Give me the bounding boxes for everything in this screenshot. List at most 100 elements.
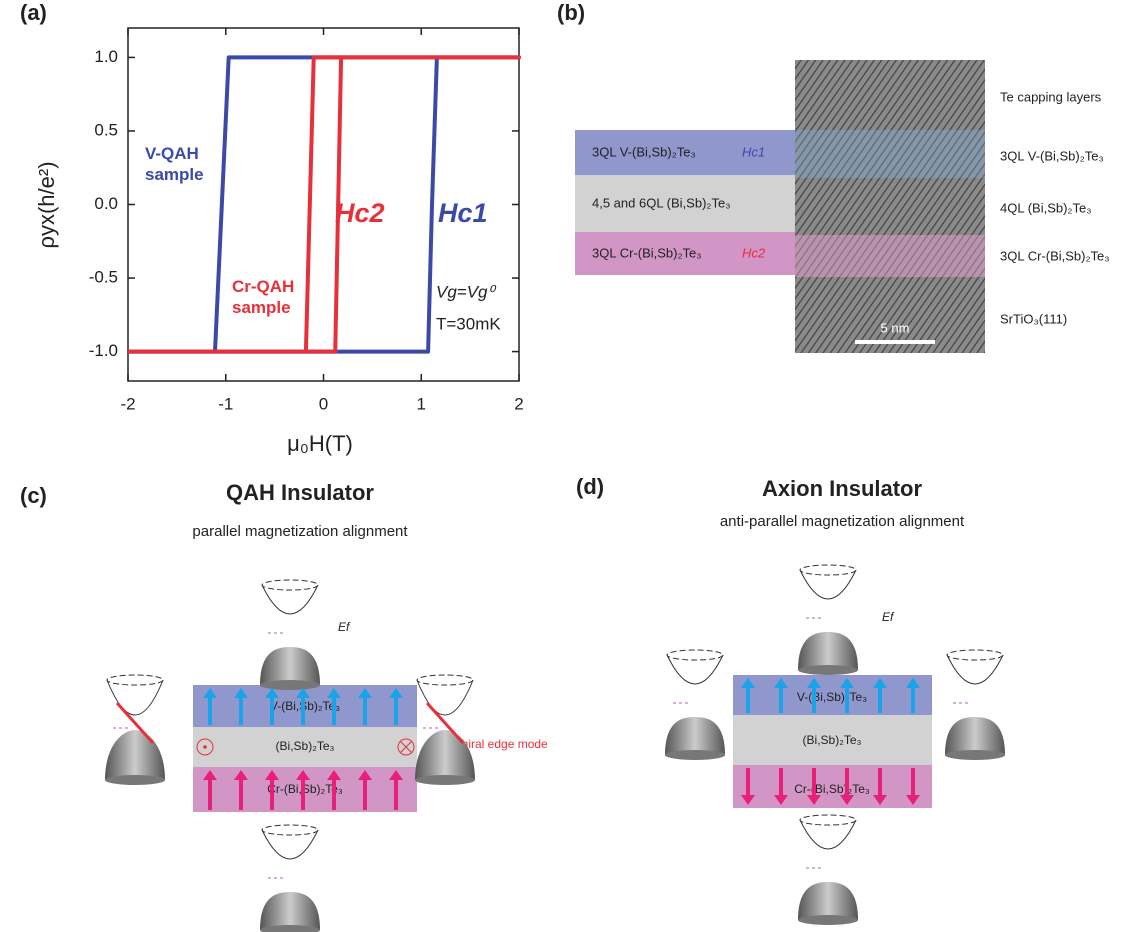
fermi-label: Ef: [882, 610, 895, 624]
annotation: Hc2: [335, 198, 385, 228]
magnetization-arrow: [327, 688, 341, 698]
series-label: V-QAH sample: [145, 144, 204, 184]
magnetization-arrow: [840, 678, 854, 688]
magnetization-arrow: [741, 795, 755, 805]
annotation: Vg=Vg⁰: [436, 282, 497, 301]
y-tick-label: -1.0: [89, 341, 118, 360]
band-cone-bottom: [415, 775, 475, 785]
magnetization-arrow: [807, 678, 821, 688]
magnetization-arrow: [774, 795, 788, 805]
layer-label: (Bi,Sb)₂Te₃: [803, 733, 862, 747]
band-cone-top: [261, 584, 319, 615]
magnetization-arrow: [873, 678, 887, 688]
y-tick-label: 0.5: [94, 120, 118, 139]
band-cone-top: [106, 679, 164, 716]
layer-label: 4QL (Bi,Sb)₂Te₃: [1000, 200, 1092, 215]
layer: [193, 727, 417, 767]
band-cone-bottom: [798, 882, 858, 920]
y-tick-label: -0.5: [89, 268, 118, 287]
into-plane-symbol: [397, 738, 415, 756]
x-tick-label: -1: [218, 394, 233, 413]
edge-mode-label: Chiral edge mode: [453, 737, 548, 751]
field-label: Hc1: [742, 144, 765, 159]
magnetization-arrow: [296, 770, 310, 780]
out-of-plane-symbol: [196, 738, 214, 756]
layer: [733, 675, 932, 715]
magnetization-arrow: [203, 688, 217, 698]
tem-layer-tint: [795, 130, 985, 178]
layer-label: (Bi,Sb)₂Te₃: [276, 739, 335, 753]
band-cone-bottom: [260, 892, 320, 930]
magnetization-arrow: [906, 678, 920, 688]
band-cone-bottom: [798, 915, 858, 925]
y-axis-label: ρyx(h/e²): [34, 161, 59, 248]
panel-title: QAH Insulator: [226, 480, 374, 505]
layer-label: Cr-(Bi,Sb)₂Te₃: [267, 782, 343, 796]
y-tick-label: 1.0: [94, 47, 118, 66]
panel-subtitle: parallel magnetization alignment: [192, 523, 408, 540]
band-cone-top: [666, 654, 724, 685]
band-cone-top: [416, 674, 474, 686]
magnetization-arrow: [807, 795, 821, 805]
layer-label: Te capping layers: [1000, 89, 1102, 104]
band-cone-top: [261, 829, 319, 860]
band-cone-bottom: [105, 730, 165, 780]
band-cone-bottom: [665, 750, 725, 760]
layer-label: 3QL Cr-(Bi,Sb)₂Te₃: [592, 245, 702, 260]
magnetization-arrow: [389, 688, 403, 698]
magnetization-arrow: [234, 688, 248, 698]
magnetization-arrow: [389, 770, 403, 780]
band-cone-top: [799, 564, 857, 576]
band-cone-top: [799, 819, 857, 850]
band-cone-top: [799, 814, 857, 826]
layer-box: [575, 232, 795, 275]
band-cone-bottom: [665, 717, 725, 755]
edge-state: [115, 701, 155, 745]
layer: [733, 765, 932, 808]
magnetization-arrow: [906, 795, 920, 805]
into-plane-symbol: [399, 740, 413, 754]
panel-label: (d): [576, 474, 604, 499]
layer-label: Cr-(Bi,Sb)₂Te₃: [794, 782, 870, 796]
band-cone-bottom: [798, 665, 858, 675]
band-cone-top: [946, 654, 1004, 685]
layer-box: [575, 130, 795, 175]
band-cone-top: [666, 649, 724, 661]
band-cone-bottom: [260, 647, 320, 685]
band-cone-top: [261, 579, 319, 591]
band-cone-top: [946, 649, 1004, 661]
x-tick-label: 1: [417, 394, 426, 413]
layer-box: [575, 175, 795, 232]
magnetization-arrow: [327, 770, 341, 780]
series-label: Cr-QAH sample: [232, 277, 295, 317]
magnetization-arrow: [873, 795, 887, 805]
magnetization-arrow: [296, 688, 310, 698]
panel-label: (a): [20, 0, 47, 25]
x-tick-label: 0: [319, 394, 328, 413]
layer-label: V-(Bi,Sb)₂Te₃: [270, 699, 340, 713]
panel-label: (c): [20, 483, 47, 508]
band-cone-bottom: [945, 717, 1005, 755]
layer-label: V-(Bi,Sb)₂Te₃: [797, 690, 867, 704]
layer-label: 3QL V-(Bi,Sb)₂Te₃: [592, 144, 696, 159]
fermi-label: Ef: [338, 620, 351, 634]
band-cone-bottom: [105, 775, 165, 785]
layer: [733, 715, 932, 765]
band-cone-bottom: [415, 730, 475, 780]
y-tick-label: 0.0: [94, 194, 118, 213]
magnetization-arrow: [774, 678, 788, 688]
band-cone-bottom: [260, 925, 320, 932]
field-label: Hc2: [742, 245, 766, 260]
layer-label: 3QL V-(Bi,Sb)₂Te₃: [1000, 148, 1104, 163]
layer-label: 4,5 and 6QL (Bi,Sb)₂Te₃: [592, 195, 731, 210]
annotation: T=30mK: [436, 314, 501, 333]
band-cone-top: [799, 569, 857, 600]
band-cone-top: [106, 674, 164, 686]
magnetization-arrow: [741, 678, 755, 688]
panel-subtitle: anti-parallel magnetization alignment: [720, 513, 965, 530]
edge-state: [425, 701, 465, 745]
magnetization-arrow: [840, 795, 854, 805]
layer-label: 3QL Cr-(Bi,Sb)₂Te₃: [1000, 248, 1110, 263]
